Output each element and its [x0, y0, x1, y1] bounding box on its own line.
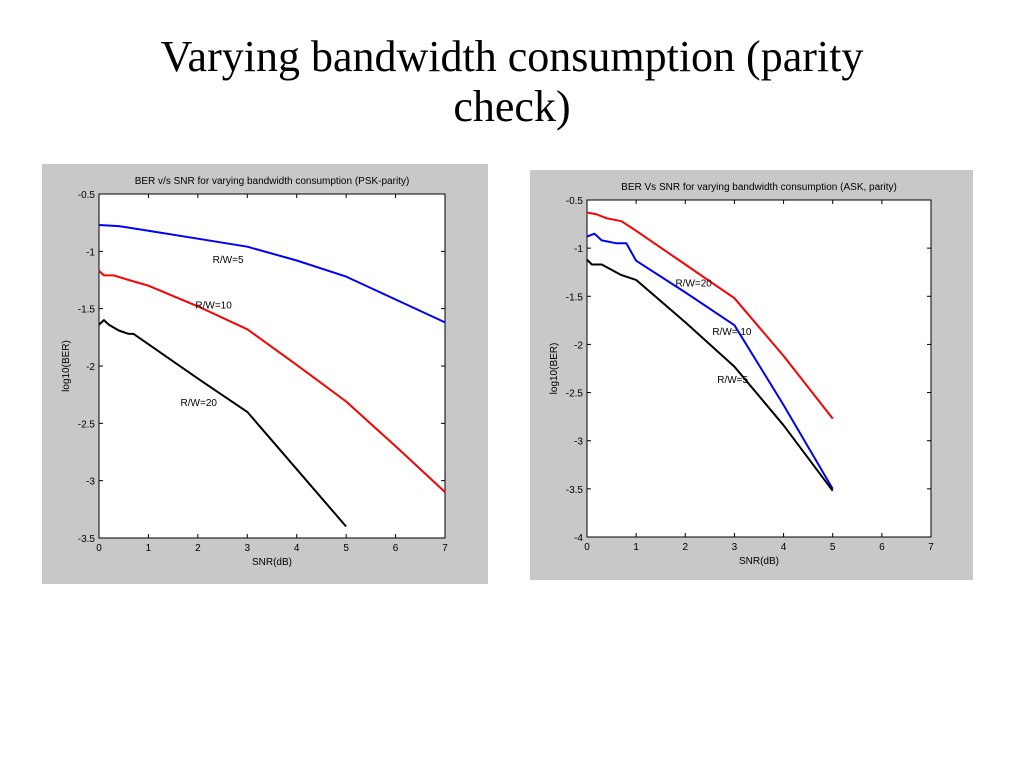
y-tick-label: -0.5: [78, 190, 96, 201]
x-tick-label: 0: [96, 543, 102, 554]
x-tick-label: 3: [732, 542, 738, 553]
x-tick-label: 5: [830, 542, 836, 553]
y-tick-label: -2.5: [78, 419, 96, 430]
chart-title: BER Vs SNR for varying bandwidth consump…: [621, 182, 897, 193]
plot-area: [586, 199, 932, 538]
y-tick-label: -3.5: [78, 534, 96, 545]
slide-title-line-1: Varying bandwidth consumption (parity: [160, 32, 864, 81]
y-tick-label: -1: [574, 244, 583, 255]
series-annotation: R/W=5: [213, 255, 244, 266]
x-tick-label: 4: [781, 542, 787, 553]
y-axis-label: log10(BER): [61, 340, 72, 392]
x-tick-label: 2: [195, 543, 201, 554]
series-line-1: [586, 211, 834, 420]
slide-title: Varying bandwidth consumption (parity ch…: [40, 32, 984, 132]
series-annotation: R/W= 10: [712, 327, 752, 338]
series-line-1: [98, 224, 446, 324]
x-tick-label: 7: [928, 542, 934, 553]
y-tick-label: -2.5: [566, 389, 584, 400]
series-line-2: [98, 270, 446, 493]
ask-chart-panel: BER Vs SNR for varying bandwidth consump…: [530, 170, 973, 580]
series-annotation: R/W=20: [181, 398, 218, 409]
x-axis-label: SNR(dB): [739, 556, 779, 567]
plot-area: [98, 193, 446, 539]
y-tick-label: -1: [86, 247, 95, 258]
y-tick-label: -3: [86, 477, 95, 488]
y-tick-label: -0.5: [566, 196, 584, 207]
x-tick-label: 4: [294, 543, 300, 554]
chart-title: BER v/s SNR for varying bandwidth consum…: [135, 176, 410, 187]
y-axis-label: log10(BER): [549, 343, 560, 395]
x-tick-label: 1: [633, 542, 639, 553]
y-tick-label: -4: [574, 533, 583, 544]
x-tick-label: 1: [146, 543, 152, 554]
series-annotation: R/W=10: [195, 301, 232, 312]
x-tick-label: 2: [683, 542, 689, 553]
y-tick-label: -1.5: [78, 305, 96, 316]
series-line-3: [98, 319, 347, 528]
x-axis-label: SNR(dB): [252, 557, 292, 568]
x-tick-label: 7: [442, 543, 448, 554]
series-line-2: [586, 232, 834, 490]
x-tick-label: 0: [584, 542, 590, 553]
y-tick-label: -3.5: [566, 485, 584, 496]
psk-chart-panel: BER v/s SNR for varying bandwidth consum…: [42, 164, 488, 584]
y-tick-label: -2: [574, 340, 583, 351]
series-annotation: R/W=5: [717, 375, 748, 386]
y-tick-label: -2: [86, 362, 95, 373]
series-annotation: R/W=20: [675, 279, 712, 290]
y-tick-label: -1.5: [566, 292, 584, 303]
x-tick-label: 6: [879, 542, 885, 553]
slide-title-line-2: check): [453, 82, 571, 131]
ask-parity-chart: BER Vs SNR for varying bandwidth consump…: [549, 182, 934, 567]
x-tick-label: 3: [245, 543, 251, 554]
y-tick-label: -3: [574, 437, 583, 448]
series-line-3: [586, 258, 834, 492]
psk-parity-chart: BER v/s SNR for varying bandwidth consum…: [61, 176, 448, 568]
x-tick-label: 5: [343, 543, 349, 554]
x-tick-label: 6: [393, 543, 399, 554]
